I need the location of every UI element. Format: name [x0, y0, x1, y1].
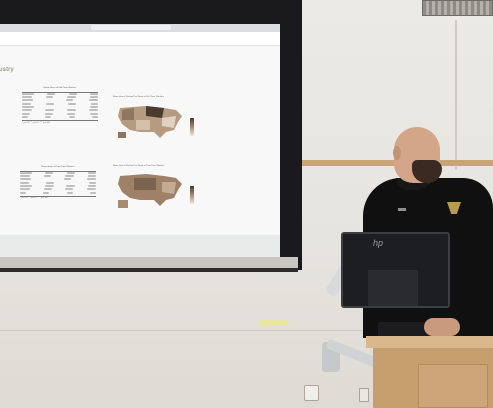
table-rule [22, 91, 98, 92]
table-rule [22, 120, 98, 121]
map-title-part-time: Mean Hours Worked Per Week of Part-Time … [113, 165, 165, 167]
map-title-full-time: Mean Hours Worked Per Week of Full-Time … [113, 96, 164, 98]
table-row [22, 92, 98, 96]
sticky-note [259, 320, 287, 326]
table-row [22, 106, 98, 109]
table-footnote: * p<0.05, ** p<0.01, *** p<0.001 [22, 121, 51, 124]
ceiling-vent [422, 0, 493, 16]
table-row [22, 99, 98, 102]
table-row [22, 102, 98, 106]
table-rule [20, 195, 96, 197]
us-map-part-time [118, 174, 182, 208]
wall-outlet [304, 385, 319, 401]
table-row [20, 171, 96, 175]
map-region [162, 182, 176, 194]
monitor-mount [368, 270, 418, 306]
us-map-full-time [118, 106, 182, 138]
regression-table-part-time: Mean Hours of Part-Time Workers * p<0.05… [20, 166, 96, 199]
podium-panel [418, 364, 488, 408]
wall-switch [359, 388, 369, 402]
presenter-beard [412, 160, 442, 183]
presenter-ear [393, 146, 401, 160]
regression-table-full-time: Mean Hours of Full-Time Workers * p<0.05… [22, 87, 98, 124]
table-row [20, 191, 96, 195]
table-row [20, 188, 96, 191]
table-row [20, 185, 96, 188]
shirt-brand-mark [398, 208, 406, 211]
slide-app-header [0, 32, 280, 46]
map-region [118, 132, 126, 138]
map-region [134, 178, 156, 190]
map-region [146, 106, 164, 118]
projected-slide: ustry Mean Hours of Full-Time Workers * … [0, 24, 280, 258]
table-row [20, 178, 96, 181]
shirt-logo-icon [447, 202, 461, 214]
projection-screen: ustry Mean Hours of Full-Time Workers * … [0, 0, 302, 272]
wall-seam-horizontal [0, 330, 493, 331]
table-rule [20, 170, 96, 171]
table-footnote: * p<0.05, ** p<0.01, *** p<0.001 [20, 197, 49, 200]
map-region [162, 116, 176, 128]
podium-top [366, 336, 493, 348]
map-region [122, 108, 134, 120]
slide-heading: ustry [0, 67, 14, 73]
table-row [22, 95, 98, 99]
table-row [22, 109, 98, 112]
browser-toolbar [0, 24, 280, 32]
map-legend-part-time [190, 186, 194, 204]
presenter-hand [424, 318, 460, 336]
table-title: Mean Hours of Full-Time Workers [43, 87, 77, 89]
address-bar [91, 25, 171, 30]
screen-bottom-bar [0, 268, 298, 272]
table-row [20, 174, 96, 178]
table-row [22, 116, 98, 119]
table-title: Mean Hours of Part-Time Workers [41, 166, 75, 168]
table-row [22, 112, 98, 116]
wall-seam-vertical [455, 20, 457, 170]
table-row [20, 181, 96, 185]
map-region [118, 200, 128, 208]
monitor-brand-logo: hp [373, 238, 384, 248]
map-region [136, 120, 150, 130]
map-legend-full-time [190, 118, 194, 136]
screen-lower-margin [0, 235, 280, 258]
